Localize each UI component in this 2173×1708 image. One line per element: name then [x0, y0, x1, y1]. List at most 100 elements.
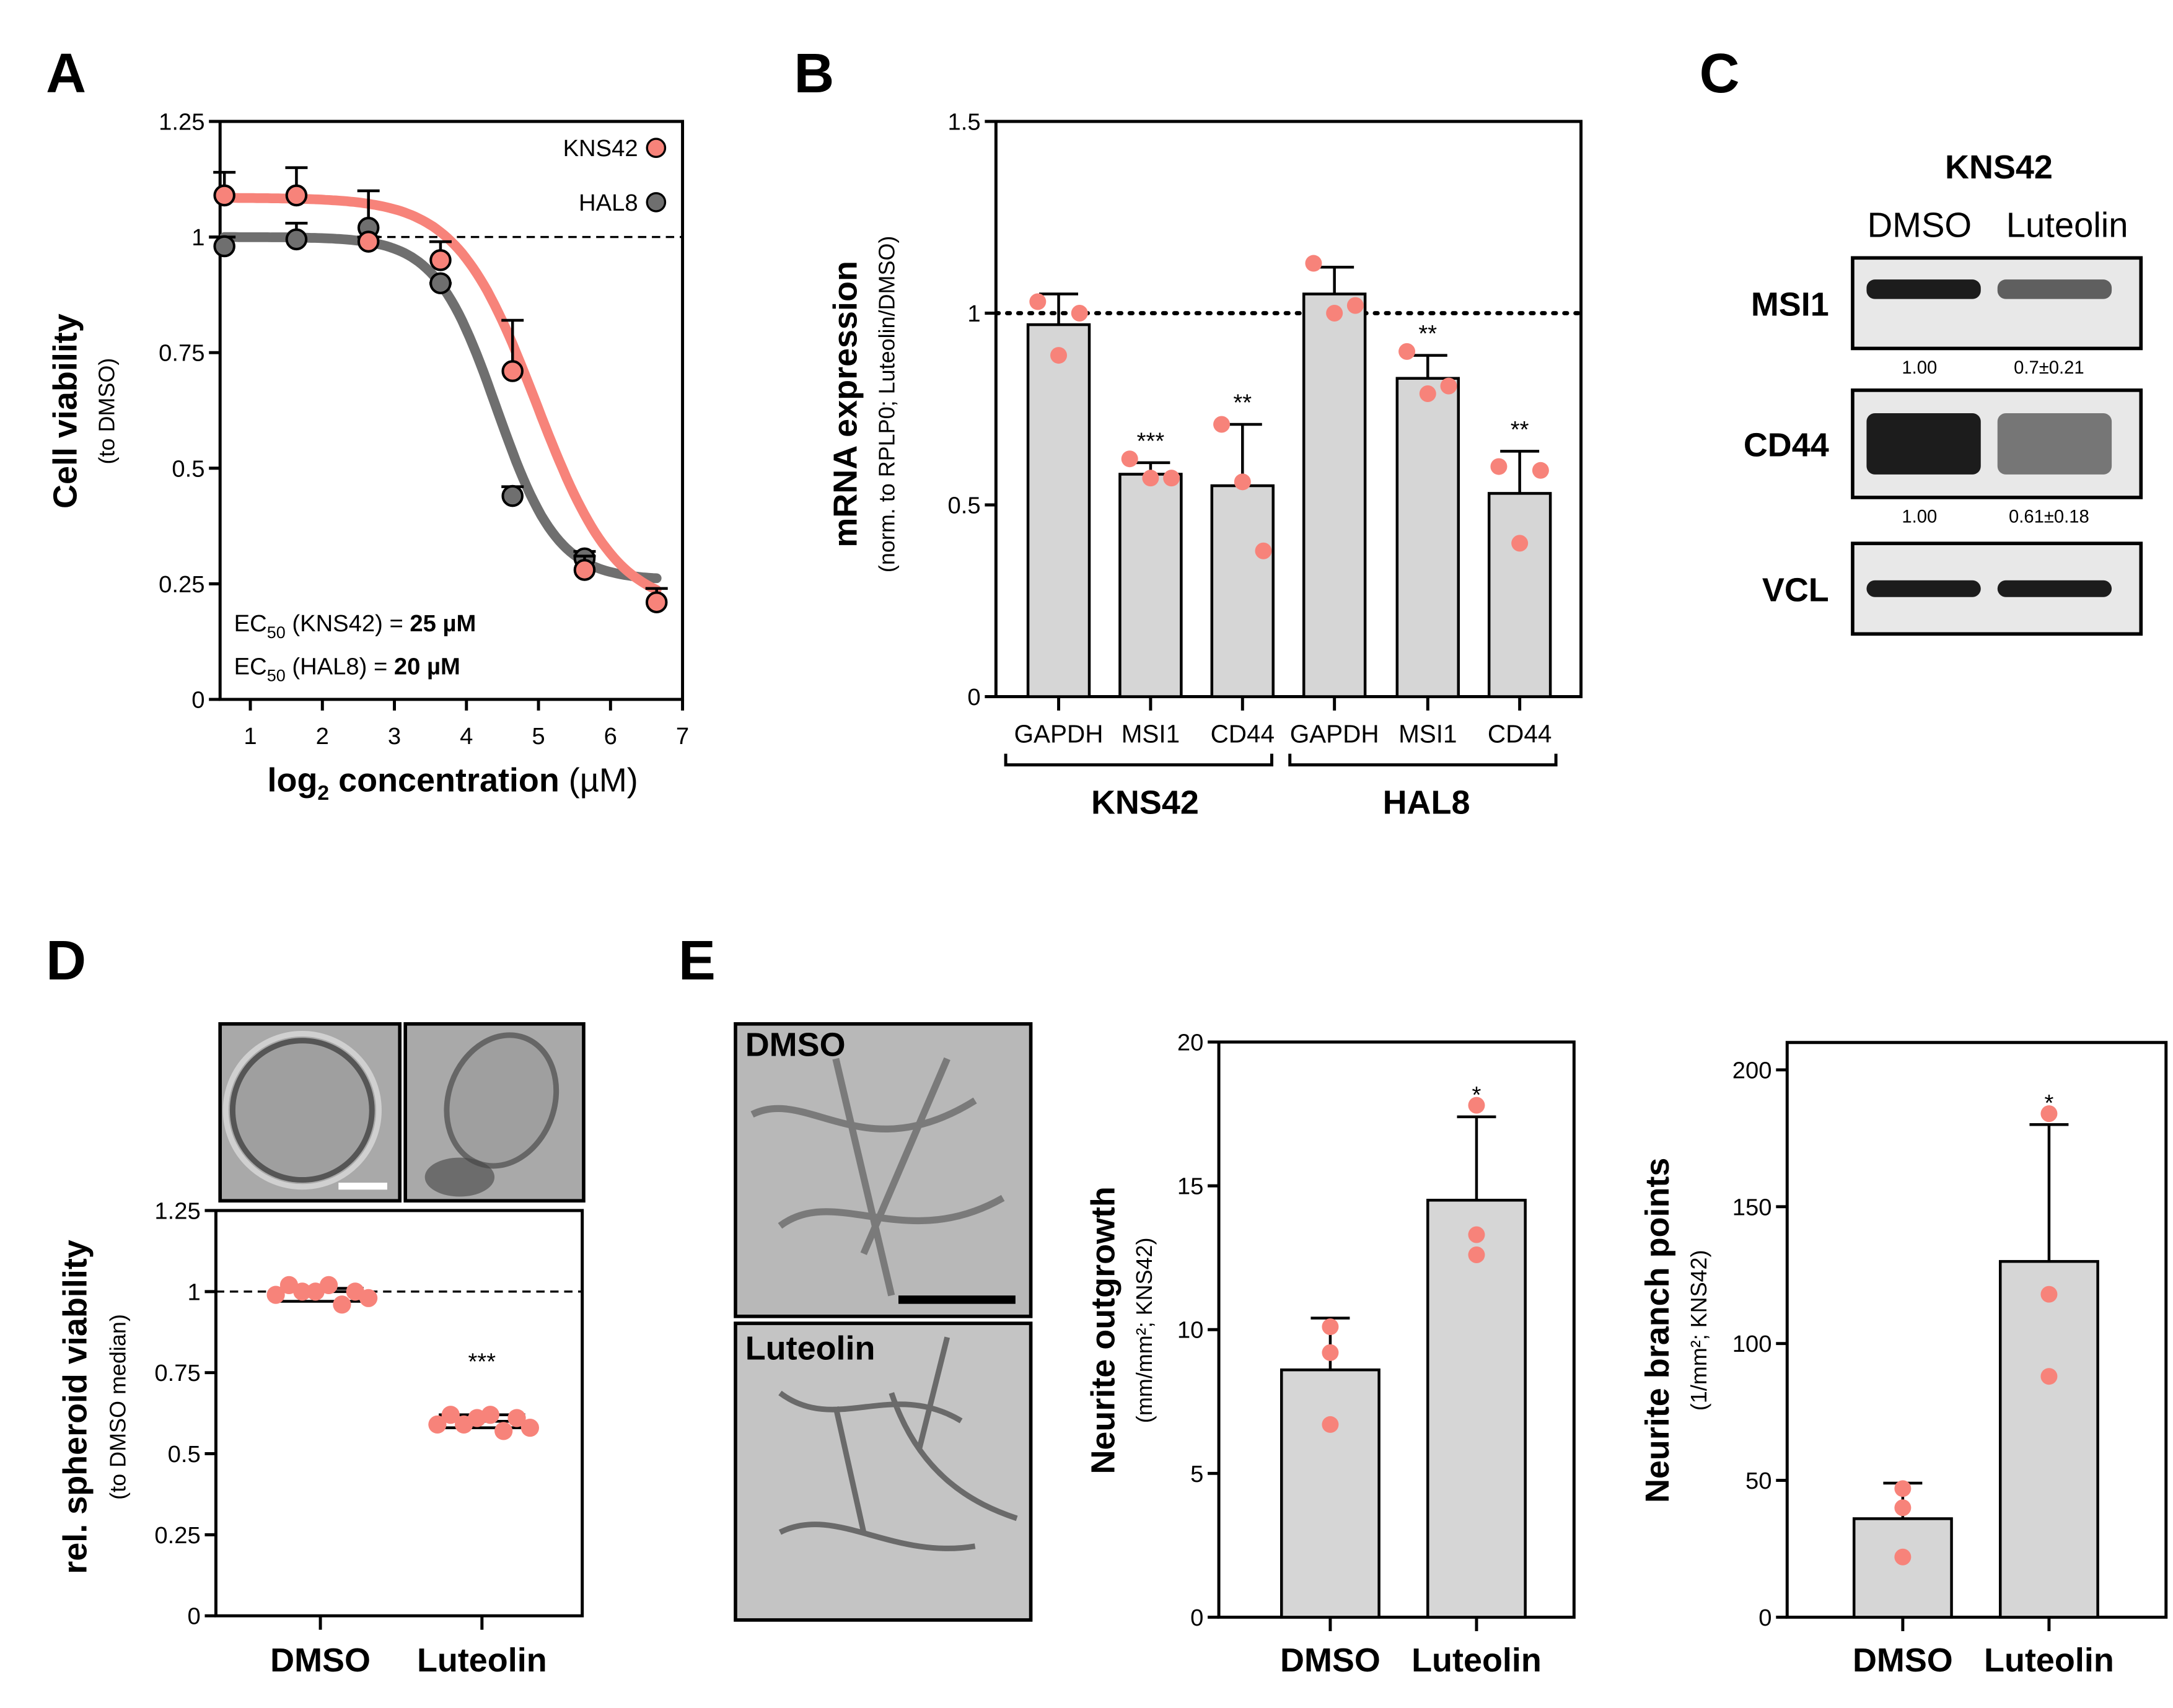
bar	[1852, 1517, 1953, 1619]
spheroid-dmso	[229, 1038, 375, 1183]
data-point	[1468, 1226, 1485, 1243]
d-ylabel-sub: (to DMSO median)	[105, 1314, 130, 1500]
panel-c-western: KNS42 DMSO Luteolin MSI1 1.00 0.7±0.21 CD44…	[1744, 149, 2143, 636]
data-point	[1532, 462, 1549, 479]
western-condition-luteolin: Luteolin	[2006, 206, 2128, 245]
data-point	[1440, 377, 1457, 395]
axes-frame	[994, 120, 1583, 698]
significance-label: *	[2044, 1090, 2053, 1116]
blot-quantification: 1.00	[1902, 507, 1937, 527]
x-tick-label: 3	[388, 723, 401, 750]
e2-ylabel: Neurite branch points	[1639, 1158, 1676, 1503]
y-tick-label: 1.25	[159, 109, 204, 136]
data-point	[1163, 470, 1180, 487]
data-point	[1322, 1344, 1339, 1361]
blot-band	[1997, 580, 2112, 597]
x-tick-label: Luteolin	[1984, 1642, 2114, 1679]
x-tick-label: CD44	[1211, 720, 1275, 748]
data-point	[266, 1285, 285, 1304]
significance-label: **	[1511, 416, 1529, 443]
y-tick-label: 0.5	[948, 492, 981, 519]
bar	[1118, 473, 1183, 698]
panel-e2-chart: 0 50 100 150 200 DMSO Luteolin *	[1732, 1041, 2168, 1679]
data-point	[1029, 293, 1047, 310]
y-tick-label: 0	[191, 686, 204, 713]
x-tick-label: CD44	[1488, 720, 1552, 748]
data-point	[1894, 1548, 1912, 1566]
y-tick-label: 0.75	[154, 1360, 200, 1386]
bar	[1426, 1199, 1527, 1619]
data-point	[1322, 1416, 1339, 1433]
data-point-kns42	[213, 184, 235, 207]
y-tick-label: 0	[1758, 1605, 1771, 1631]
b-group-knS42: KNS42	[1091, 784, 1199, 821]
y-tick-label: 0.75	[159, 340, 204, 367]
y-tick-label: 1.25	[154, 1198, 200, 1224]
blot-band	[1997, 279, 2112, 299]
data-point	[1511, 535, 1529, 552]
error-bar	[1039, 292, 1079, 325]
b-ylabel-sub: (norm. to RPLP0; Luteolin/DMSO)	[874, 236, 899, 573]
data-point-kns42	[573, 559, 596, 581]
x-tick-label: GAPDH	[1290, 720, 1379, 748]
data-point-hal8	[285, 228, 308, 251]
error-bar	[1315, 265, 1354, 294]
data-point	[2040, 1368, 2058, 1385]
western-condition-dmso: DMSO	[1868, 206, 1972, 245]
d-ylabel: rel. spheroid viability	[56, 1240, 94, 1574]
neurite-images: DMSO Luteolin	[734, 1022, 1033, 1622]
legend-knS42-marker	[646, 138, 667, 159]
bar	[1487, 492, 1552, 698]
data-point	[507, 1409, 526, 1427]
bar	[1302, 292, 1367, 698]
a-ylabel-sub: (to DMSO)	[94, 358, 119, 465]
data-point	[2040, 1105, 2058, 1123]
data-point	[1322, 1318, 1339, 1336]
data-point	[319, 1276, 338, 1294]
data-point	[428, 1415, 447, 1434]
axes-frame	[214, 1209, 584, 1618]
data-point-hal8	[213, 235, 235, 258]
data-point-kns42	[429, 249, 452, 271]
y-tick-label: 15	[1177, 1173, 1204, 1200]
significance-label: ***	[468, 1348, 496, 1375]
data-point	[1468, 1246, 1485, 1264]
data-point-hal8	[501, 484, 524, 507]
y-tick-label: 0.5	[172, 455, 204, 482]
significance-label: **	[1233, 390, 1252, 416]
y-tick-label: 100	[1732, 1331, 1772, 1357]
x-tick-label: DMSO	[270, 1642, 371, 1679]
x-tick-label: Luteolin	[1411, 1642, 1542, 1679]
scale-bar-d	[338, 1183, 387, 1190]
micrograph-dmso-label: DMSO	[745, 1026, 846, 1063]
blot-band	[1866, 413, 1981, 475]
western-title: KNS42	[1945, 149, 2053, 186]
data-point	[1398, 343, 1416, 360]
data-point-kns42	[357, 230, 380, 253]
data-point	[494, 1422, 513, 1440]
x-tick-label: DMSO	[1853, 1642, 1953, 1679]
y-tick-label: 1	[187, 1279, 200, 1305]
data-point-kns42	[501, 360, 524, 382]
a-ylabel: Cell viability	[47, 313, 84, 509]
panel-label-c: C	[1700, 43, 1740, 105]
micrograph-luteolin	[734, 1321, 1033, 1622]
a-xlabel: log2 concentration (µM)	[268, 761, 638, 804]
x-tick-label: Luteolin	[417, 1642, 547, 1679]
blot-band	[1866, 580, 1981, 597]
data-point-kns42	[285, 184, 308, 207]
x-tick-label: GAPDH	[1014, 720, 1104, 748]
y-tick-label: 0	[1190, 1605, 1203, 1631]
data-point	[1305, 255, 1322, 272]
y-tick-label: 150	[1732, 1194, 1772, 1220]
data-point	[359, 1289, 378, 1307]
blot-quantification: 0.61±0.18	[2009, 507, 2089, 527]
error-bar	[1457, 1115, 1496, 1201]
error-bar	[2029, 1123, 2069, 1262]
data-point	[1490, 458, 1508, 475]
scale-bar-e	[898, 1295, 1016, 1304]
legend-knS42-label: KNS42	[563, 135, 638, 162]
y-tick-label: 1.5	[948, 109, 981, 136]
